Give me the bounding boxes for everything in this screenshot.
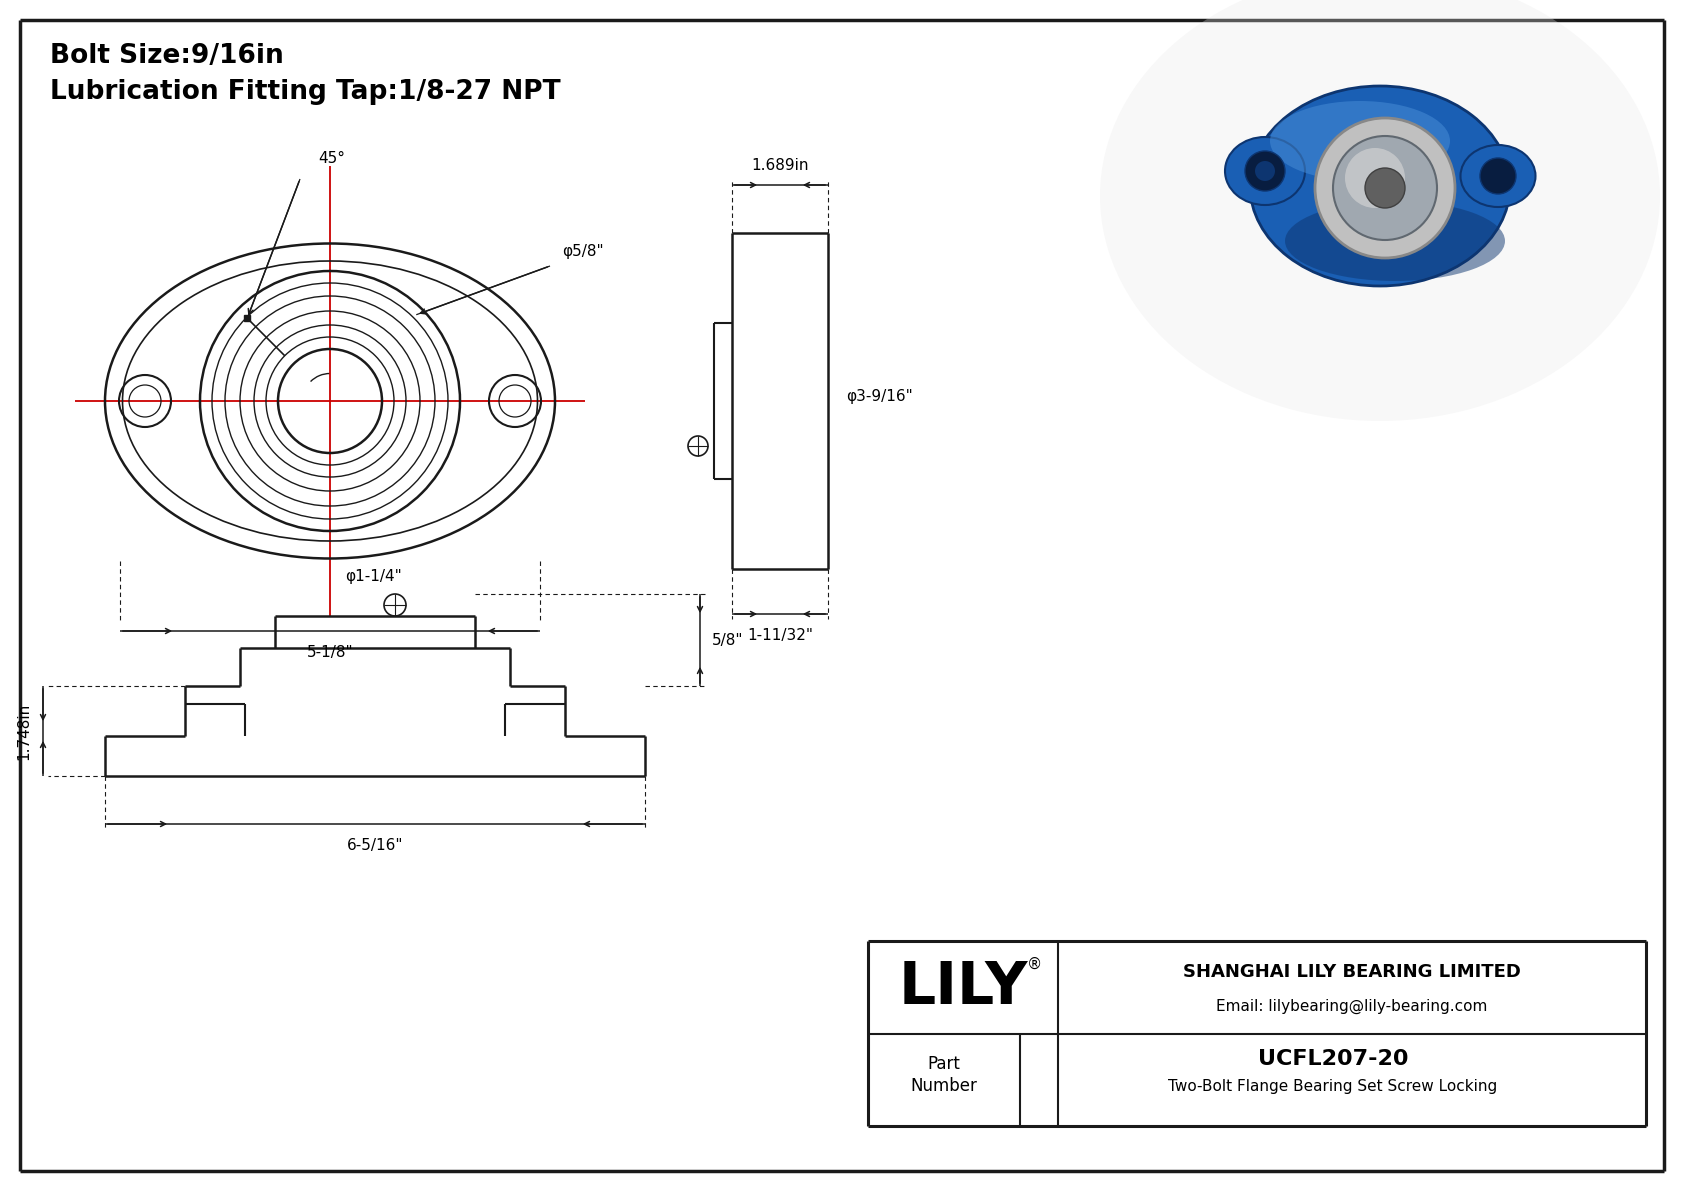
Ellipse shape xyxy=(1250,86,1511,286)
Ellipse shape xyxy=(1460,145,1536,207)
Text: Email: lilybearing@lily-bearing.com: Email: lilybearing@lily-bearing.com xyxy=(1216,998,1487,1014)
Text: Number: Number xyxy=(911,1077,977,1095)
Text: φ5/8": φ5/8" xyxy=(562,244,603,258)
Ellipse shape xyxy=(1285,201,1505,281)
Text: Part: Part xyxy=(928,1055,960,1073)
Circle shape xyxy=(1255,161,1275,181)
Text: 45°: 45° xyxy=(318,151,345,166)
Text: 5-1/8": 5-1/8" xyxy=(306,646,354,660)
Text: 6-5/16": 6-5/16" xyxy=(347,838,402,853)
Text: LILY: LILY xyxy=(898,960,1027,1016)
Text: 1-11/32": 1-11/32" xyxy=(748,628,813,643)
Text: φ3-9/16": φ3-9/16" xyxy=(845,388,913,404)
Text: SHANGHAI LILY BEARING LIMITED: SHANGHAI LILY BEARING LIMITED xyxy=(1184,964,1521,981)
Circle shape xyxy=(1244,151,1285,191)
Ellipse shape xyxy=(1100,0,1660,420)
Text: φ1-1/4": φ1-1/4" xyxy=(345,569,402,584)
Circle shape xyxy=(1334,136,1436,241)
Text: Two-Bolt Flange Bearing Set Screw Locking: Two-Bolt Flange Bearing Set Screw Lockin… xyxy=(1169,1079,1497,1093)
Ellipse shape xyxy=(1224,137,1305,205)
Circle shape xyxy=(1366,168,1404,208)
Circle shape xyxy=(1346,148,1404,208)
Text: 5/8": 5/8" xyxy=(712,632,744,648)
Text: 1.689in: 1.689in xyxy=(751,158,808,173)
Text: UCFL207-20: UCFL207-20 xyxy=(1258,1049,1408,1070)
Circle shape xyxy=(1480,158,1516,194)
Ellipse shape xyxy=(1270,101,1450,181)
Circle shape xyxy=(1315,118,1455,258)
Text: ®: ® xyxy=(1027,956,1042,972)
Text: Lubrication Fitting Tap:1/8-27 NPT: Lubrication Fitting Tap:1/8-27 NPT xyxy=(51,79,561,105)
Text: 1.748in: 1.748in xyxy=(17,703,30,760)
Text: Bolt Size:9/16in: Bolt Size:9/16in xyxy=(51,43,283,69)
